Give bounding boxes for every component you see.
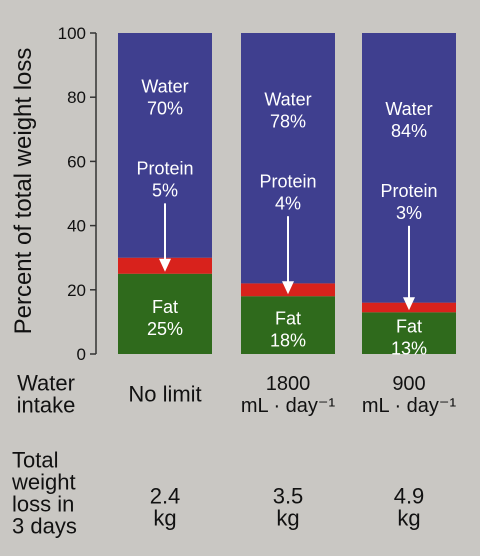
fat-label: Fat 25% — [147, 297, 183, 339]
protein-label: Protein 4% — [259, 171, 316, 213]
y-tick-label: 20 — [67, 281, 86, 300]
bar-segment-fat — [362, 312, 456, 354]
protein-label: Protein 3% — [380, 181, 437, 223]
category-label: 1800 mL · day⁻¹ — [241, 373, 336, 417]
bar-segment-labels: Fat 25% Protein 5% Water 70% Fat 18% Protein 4% Wa… — [136, 77, 437, 359]
category-label: 900 mL · day⁻¹ — [362, 373, 457, 417]
total-weight-loss-value: 3.5 kg — [273, 484, 304, 531]
water-label: Water 84% — [385, 99, 432, 141]
total-loss-row-label: Total weight loss in 3 days — [11, 448, 77, 539]
water-intake-row: Water intake No limit 1800 mL · day⁻¹ 900 mL ·… — [17, 371, 457, 418]
bar-segment-fat — [118, 273, 212, 354]
total-weight-loss-row: Total weight loss in 3 days 2.4 kg 3.5 kg 4.9 kg — [11, 448, 424, 539]
total-weight-loss-value: 2.4 kg — [150, 484, 181, 531]
water-label: Water 78% — [264, 89, 311, 131]
water-label: Water 70% — [141, 77, 188, 119]
protein-label: Protein 5% — [136, 159, 193, 201]
y-tick-label: 60 — [67, 152, 86, 171]
protein-arrows — [159, 203, 415, 311]
total-weight-loss-value: 4.9 kg — [394, 484, 425, 531]
y-tick-label: 0 — [77, 345, 86, 364]
y-tick-label: 80 — [67, 88, 86, 107]
water-intake-row-label: Water intake — [17, 371, 76, 418]
fat-label: Fat 18% — [270, 308, 306, 350]
protein-arrow-head — [403, 297, 415, 311]
y-tick-label: 100 — [58, 24, 86, 43]
protein-arrow-head — [159, 258, 171, 272]
y-tick-label: 40 — [67, 217, 86, 236]
fat-label: Fat 13% — [391, 316, 427, 358]
bar-segment-fat — [241, 296, 335, 354]
category-label: No limit — [128, 382, 201, 407]
y-axis-label: Percent of total weight loss — [10, 48, 37, 335]
protein-arrow-head — [282, 281, 294, 295]
y-axis: 0 20 40 60 80 100 — [58, 24, 97, 364]
